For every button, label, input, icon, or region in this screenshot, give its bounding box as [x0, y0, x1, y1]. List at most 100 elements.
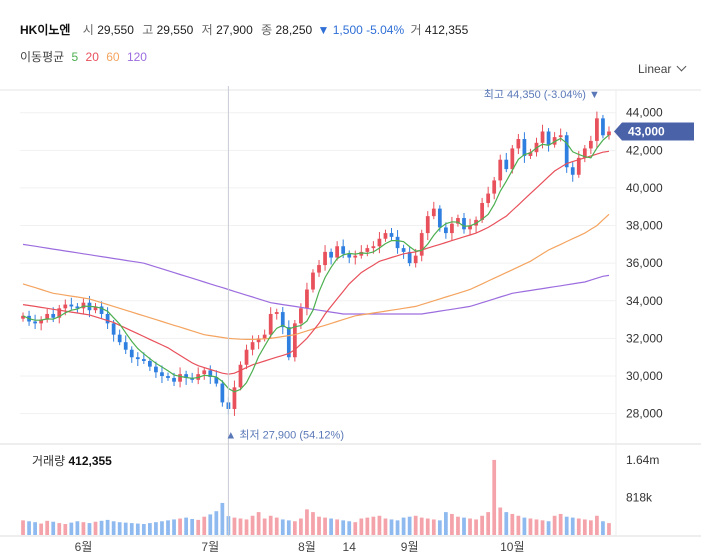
candle-body: [588, 140, 593, 149]
candle-body: [419, 233, 424, 256]
low-label: 저: [201, 23, 213, 37]
candle-body: [244, 349, 249, 365]
candle-body: [21, 315, 25, 319]
candle-body: [462, 218, 466, 230]
volume-bar: [444, 512, 448, 535]
volume-tick-label: 1.64m: [626, 453, 659, 467]
volume-bar: [166, 520, 170, 535]
volume-bar: [474, 519, 478, 535]
volume-panel-value: 412,355: [68, 454, 112, 468]
candle-body: [262, 334, 267, 339]
candle-body: [232, 387, 237, 409]
candle-body: [220, 383, 225, 403]
volume-bar: [27, 521, 31, 535]
open-label: 시: [82, 23, 94, 37]
volume-bar: [286, 520, 291, 535]
volume-bar: [353, 522, 358, 535]
candle-body: [75, 306, 80, 309]
candle-body: [486, 193, 491, 203]
volume-bar: [214, 511, 219, 535]
candle-body: [311, 272, 315, 290]
volume-bar: [341, 520, 346, 535]
volume-bar: [462, 517, 466, 535]
volume-bar: [546, 521, 551, 535]
volume-label: 거: [410, 23, 422, 37]
ma-period-20[interactable]: 20: [85, 50, 99, 64]
candle-body: [250, 342, 255, 350]
volume-bar: [57, 523, 62, 535]
candle-body: [93, 306, 98, 311]
x-tick-label: 9월: [401, 540, 419, 553]
volume-bar: [395, 520, 400, 535]
low-value: 27,900: [216, 23, 253, 37]
candle-body: [274, 312, 279, 314]
y-tick-label: 44,000: [626, 106, 663, 120]
candle-body: [69, 304, 74, 307]
moving-average-legend: 이동평균 5 20 60 120: [20, 48, 151, 65]
x-tick-label: 6월: [75, 540, 93, 553]
volume-bar: [522, 517, 527, 535]
volume-bar: [510, 513, 515, 535]
volume-bar: [413, 515, 418, 535]
candle-body: [135, 357, 140, 360]
volume-panel-label: 거래량 412,355: [32, 452, 112, 469]
ma-period-5[interactable]: 5: [71, 50, 79, 64]
open-value: 29,550: [97, 23, 134, 37]
volume-bar: [99, 520, 104, 535]
volume-bar: [407, 516, 412, 535]
volume-bar: [262, 518, 267, 535]
ma60-line: [22, 213, 610, 340]
candle-body: [305, 289, 309, 309]
volume-bar: [33, 522, 37, 535]
ma-period-120[interactable]: 120: [126, 50, 147, 64]
candle-body: [317, 265, 321, 273]
candle-body: [377, 238, 382, 247]
x-tick-label: 7월: [201, 540, 219, 553]
candle-body: [202, 370, 207, 375]
volume-bar: [480, 515, 484, 535]
stock-name: HK이노엔: [20, 23, 71, 37]
candle-body: [528, 152, 533, 156]
volume-bar: [160, 521, 164, 535]
volume-bar: [401, 517, 406, 535]
y-tick-label: 30,000: [626, 369, 663, 383]
candle-body: [595, 118, 599, 141]
volume-bar: [93, 521, 98, 535]
candle-body: [570, 167, 575, 175]
ma-period-60[interactable]: 60: [106, 50, 120, 64]
volume-bar: [317, 516, 321, 535]
max-annotation: 최고 44,350 (-3.04%) ▼: [484, 88, 600, 101]
candle-body: [166, 376, 170, 378]
volume-bar: [468, 518, 472, 535]
min-annotation: ▲ 최저 27,900 (54.12%): [225, 429, 344, 442]
volume-bar: [377, 515, 382, 535]
candle-body: [552, 137, 557, 145]
ma5-line: [22, 134, 610, 393]
candle-body: [63, 304, 68, 309]
volume-bar: [558, 513, 563, 535]
volume-bar: [564, 516, 569, 535]
high-value: 29,550: [156, 23, 194, 37]
scale-dropdown[interactable]: Linear: [638, 61, 687, 76]
candle-body: [299, 308, 303, 324]
volume-bar: [21, 520, 25, 535]
y-tick-label: 42,000: [626, 143, 663, 157]
candle-body: [401, 248, 406, 252]
candle-body: [444, 227, 448, 234]
candle-body: [576, 157, 581, 175]
candle-body: [178, 374, 182, 382]
candle-body: [51, 313, 56, 318]
volume-bar: [111, 521, 116, 535]
candle-body: [582, 148, 587, 158]
candle-body: [389, 233, 394, 237]
volume-bar: [274, 517, 279, 535]
volume-bar: [437, 520, 442, 535]
volume-bar: [311, 512, 315, 535]
volume-bar: [329, 518, 333, 535]
candle-body: [129, 349, 134, 358]
candle-body: [33, 321, 37, 324]
close-label: 종: [261, 23, 273, 37]
x-tick-label: 8월: [298, 540, 316, 553]
candle-body: [172, 377, 176, 382]
